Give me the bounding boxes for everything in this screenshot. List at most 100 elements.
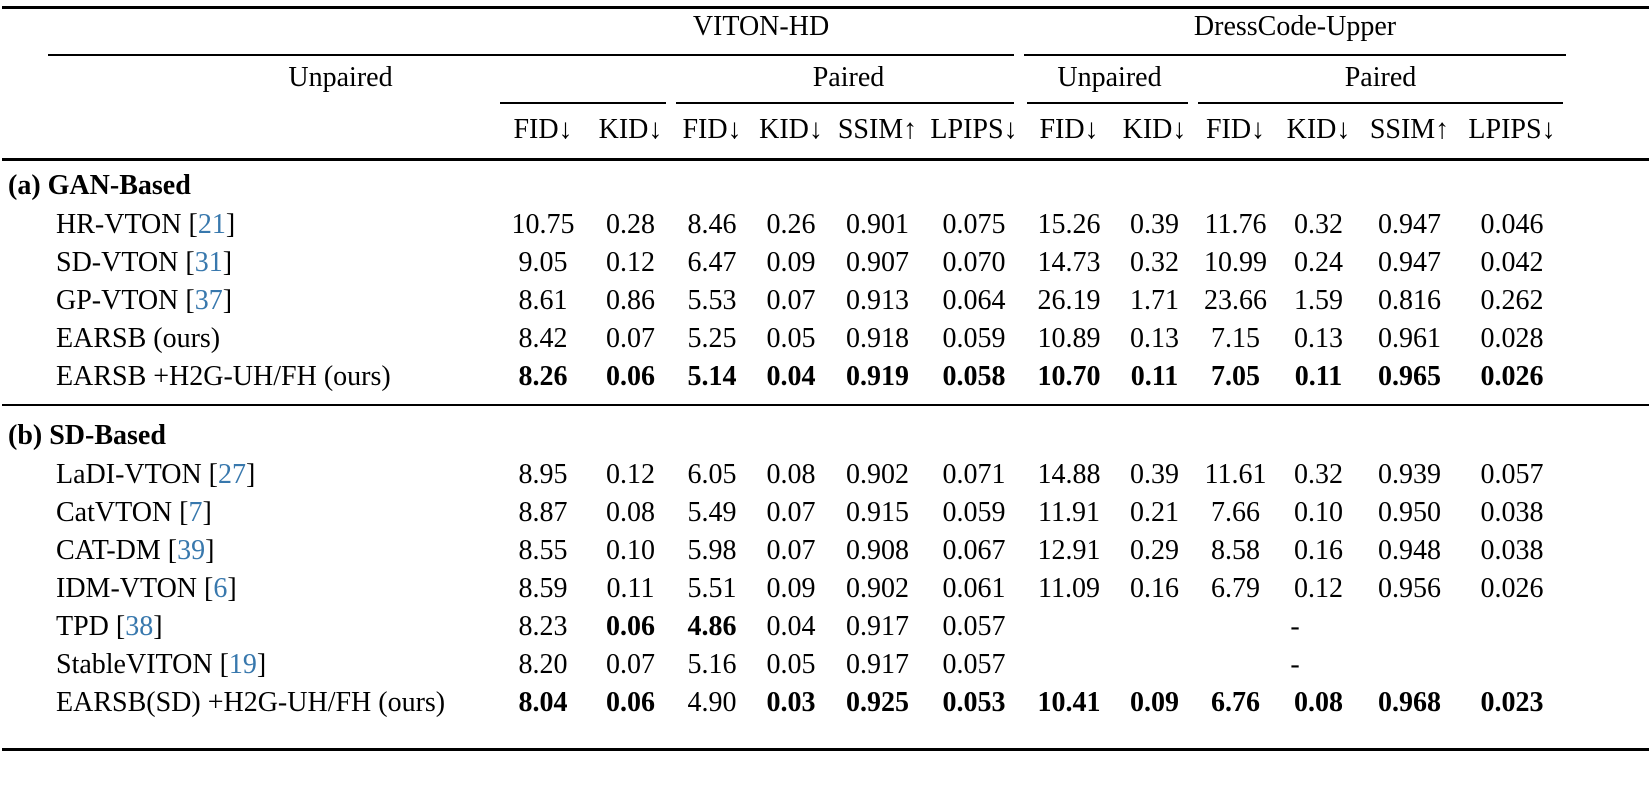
citation-link[interactable]: 21: [197, 209, 226, 240]
value-cell: 0.04: [766, 611, 816, 642]
value-cell: 0.038: [1480, 497, 1544, 528]
value-cell: 6.79: [1211, 573, 1260, 604]
value-cell: 5.25: [687, 323, 737, 354]
value-cell: 23.66: [1204, 285, 1267, 316]
subheader-paired-dresscode: Paired: [1344, 62, 1417, 93]
table-row: TPD [38] 8.23 0.06 4.86 0.04 0.917 0.057 -: [0, 608, 1651, 646]
value-cell: 0.11: [606, 573, 655, 604]
value-cell: 0.067: [942, 535, 1006, 566]
value-cell: 8.04: [518, 687, 568, 718]
table-row: EARSB (ours) 8.42 0.07 5.25 0.05 0.918 0.059 10…: [0, 320, 1651, 358]
method-cell: LaDI-VTON [27]: [8, 456, 498, 494]
table-row: SD-VTON [31] 9.05 0.12 6.47 0.09 0.907 0.070 14…: [0, 244, 1651, 282]
section-title-row: (b) SD-Based: [0, 416, 1651, 456]
cite-open-bracket: [: [212, 649, 229, 680]
metric-header: LPIPS↓: [1468, 114, 1556, 145]
value-cell: 0.09: [766, 573, 816, 604]
value-cell: 0.070: [942, 247, 1006, 278]
citation-link[interactable]: 6: [213, 573, 228, 604]
method-cell: EARSB +H2G-UH/FH (ours): [8, 358, 498, 396]
method-cell: CAT-DM [39]: [8, 532, 498, 570]
metric-header: KID↓: [1286, 114, 1351, 145]
section-title: (a) GAN-Based: [8, 170, 191, 201]
method-name: EARSB +H2G-UH/FH (ours): [56, 361, 391, 392]
section-2: (b) SD-Based LaDI-VTON [27] 8.95 0.12 6.05 0.…: [0, 416, 1651, 722]
value-cell: 0.32: [1130, 247, 1179, 278]
citation-link[interactable]: 37: [194, 285, 223, 316]
value-cell: 6.05: [687, 459, 737, 490]
cite-open-bracket: [: [201, 459, 218, 490]
dataset-group-header-row: VITON-HD DressCode-Upper: [0, 0, 1651, 54]
value-cell: 9.05: [518, 247, 568, 278]
value-cell: 0.956: [1378, 573, 1441, 604]
subheader-unpaired-dresscode: Unpaired: [1057, 62, 1162, 93]
citation-link[interactable]: 31: [194, 247, 223, 278]
section-1: (a) GAN-Based HR-VTON [21] 10.75 0.28 8.46 0.…: [0, 158, 1651, 396]
value-cell: 0.10: [606, 535, 655, 566]
citation-link[interactable]: 38: [125, 611, 154, 642]
top-rule: [2, 6, 1649, 9]
value-cell: 0.86: [606, 285, 655, 316]
value-cell: 0.075: [942, 209, 1006, 240]
table-row: StableVITON [19] 8.20 0.07 5.16 0.05 0.917 0.0…: [0, 646, 1651, 684]
value-cell: 0.064: [942, 285, 1006, 316]
section-divider-rule: [2, 404, 1649, 406]
value-cell: 11.91: [1038, 497, 1100, 528]
value-cell: 8.23: [518, 611, 568, 642]
metric-header: LPIPS↓: [930, 114, 1018, 145]
value-cell: 0.13: [1130, 323, 1179, 354]
value-cell: 8.58: [1211, 535, 1260, 566]
value-cell: 0.058: [942, 361, 1006, 392]
value-cell: 0.09: [1130, 687, 1179, 718]
method-name: IDM-VTON: [56, 573, 198, 604]
value-cell: 8.95: [518, 459, 568, 490]
table-row: CatVTON [7] 8.87 0.08 5.49 0.07 0.915 0.059 11.…: [0, 494, 1651, 532]
citation-link[interactable]: 7: [188, 497, 203, 528]
value-cell: 0.04: [766, 361, 816, 392]
citation-link[interactable]: 39: [177, 535, 206, 566]
value-cell: 0.21: [1130, 497, 1179, 528]
method-cell: HR-VTON [21]: [8, 206, 498, 244]
value-cell: 0.12: [1294, 573, 1343, 604]
value-cell: 10.41: [1037, 687, 1101, 718]
paired-1-rule: [676, 102, 1014, 104]
value-cell: 8.55: [518, 535, 568, 566]
citation-link[interactable]: 19: [228, 649, 257, 680]
pairing-subheader-row: Unpaired Paired Unpaired Paired: [0, 54, 1651, 102]
value-cell: 0.08: [766, 459, 816, 490]
method-name: HR-VTON: [56, 209, 182, 240]
value-cell: 11.61: [1204, 459, 1267, 490]
value-cell: 0.939: [1378, 459, 1441, 490]
value-cell: 0.059: [942, 323, 1006, 354]
citation-link[interactable]: 27: [218, 459, 246, 490]
paired-2-rule: [1198, 102, 1563, 104]
value-cell: 0.907: [846, 247, 909, 278]
value-cell: 0.961: [1378, 323, 1441, 354]
section-title: (b) SD-Based: [8, 420, 166, 451]
value-cell: 0.057: [942, 649, 1006, 680]
value-cell: 0.03: [766, 687, 816, 718]
method-name: EARSB (ours): [56, 323, 221, 354]
value-cell: 10.89: [1037, 323, 1101, 354]
cite-open-bracket: [: [181, 209, 198, 240]
value-cell: 0.919: [846, 361, 909, 392]
cite-close-bracket: ]: [222, 285, 233, 316]
value-cell: 0.925: [846, 687, 909, 718]
value-cell: 0.11: [1130, 361, 1179, 392]
value-cell: 0.16: [1130, 573, 1179, 604]
cite-close-bracket: ]: [227, 573, 237, 604]
value-cell: 0.061: [942, 573, 1006, 604]
value-cell: 0.046: [1480, 209, 1544, 240]
value-cell: 0.06: [606, 687, 655, 718]
table-row: EARSB +H2G-UH/FH (ours) 8.26 0.06 5.14 0.04 0…: [0, 358, 1651, 396]
value-cell: 0.902: [846, 573, 909, 604]
table-row: HR-VTON [21] 10.75 0.28 8.46 0.26 0.901 0.075 1…: [0, 206, 1651, 244]
value-cell: 10.75: [511, 209, 575, 240]
cite-close-bracket: ]: [246, 459, 256, 490]
value-cell: 1.71: [1130, 285, 1179, 316]
value-cell: 0.07: [766, 497, 816, 528]
value-cell: 0.24: [1294, 247, 1343, 278]
value-cell: 0.026: [1480, 573, 1544, 604]
metric-header: FID↓: [513, 114, 573, 145]
